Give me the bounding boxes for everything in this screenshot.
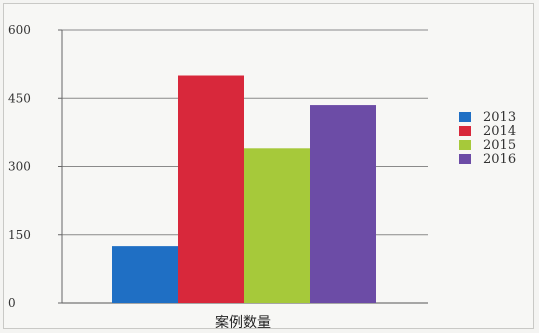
bar-2015 [244, 148, 310, 303]
legend-label-2014: 2014 [483, 124, 516, 139]
bar-2016 [310, 105, 376, 303]
y-axis: 0 150 300 450 600 [8, 23, 63, 310]
x-category-label: 案例数量 [215, 314, 271, 331]
bars [112, 75, 376, 303]
y-tick-label: 300 [8, 160, 31, 174]
y-tick-label: 0 [8, 296, 16, 310]
legend-swatch-2015 [459, 140, 471, 150]
legend-label-2016: 2016 [483, 152, 516, 167]
y-tick-label: 600 [8, 23, 31, 37]
legend-label-2013: 2013 [483, 110, 516, 125]
bar-2014 [178, 75, 244, 303]
y-tick-label: 150 [8, 228, 31, 242]
y-tick-label: 450 [8, 91, 31, 105]
legend-swatch-2016 [459, 154, 471, 164]
legend-swatch-2013 [459, 112, 471, 122]
bar-2013 [112, 246, 178, 303]
x-axis: 案例数量 [215, 314, 271, 331]
legend-label-2015: 2015 [483, 138, 516, 153]
legend-swatch-2014 [459, 126, 471, 136]
